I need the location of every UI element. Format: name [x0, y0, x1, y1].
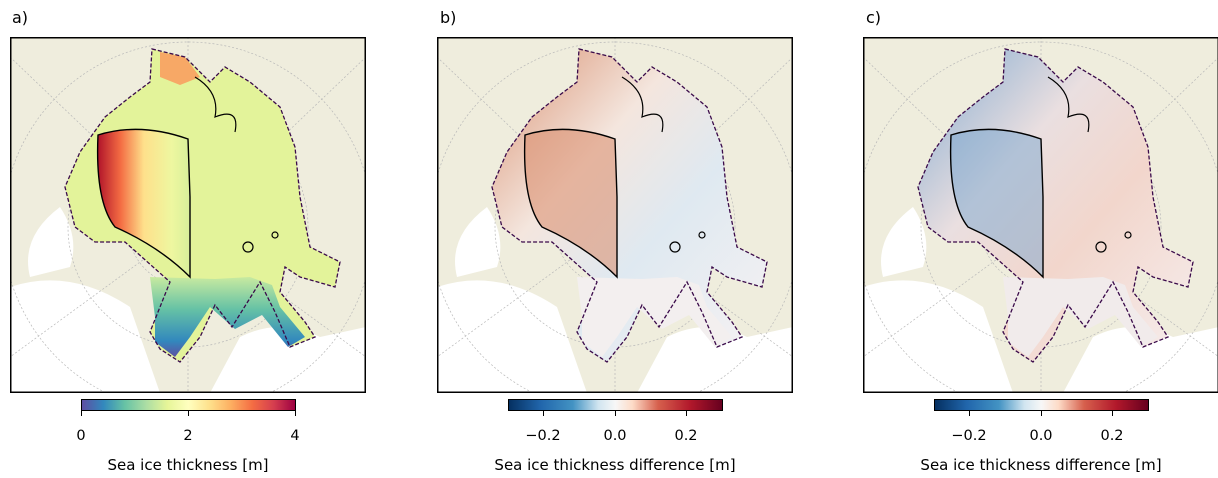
colorbar-b-tick-label: 0.0 — [603, 428, 627, 444]
map-panel-a — [10, 37, 366, 393]
ice-contours — [64, 48, 341, 363]
colorbar-a-tick — [81, 411, 82, 416]
colorbar-a-tick-label: 0 — [76, 428, 86, 444]
colorbar-a-tick — [295, 411, 296, 416]
difference-field — [492, 49, 767, 362]
map-panel-b — [437, 37, 793, 393]
panel-c-label: c) — [866, 8, 882, 27]
colorbar-c-tick-label: −0.2 — [951, 428, 987, 444]
colorbar-difference-b — [508, 399, 723, 411]
ocean-areas — [437, 207, 793, 393]
map-frame — [437, 37, 793, 393]
panel-a-label: a) — [12, 8, 29, 27]
sea-ice-field — [65, 49, 340, 362]
colorbar-difference-c — [934, 399, 1149, 411]
map-panel-c — [863, 37, 1218, 393]
colorbar-a-tick — [188, 411, 189, 416]
colorbar-thickness — [81, 399, 296, 411]
colorbar-c-tick — [1112, 411, 1113, 416]
ocean-areas — [10, 207, 366, 393]
colorbar-a-caption: Sea ice thickness [m] — [107, 456, 269, 474]
colorbar-a-tick-label: 4 — [290, 428, 300, 444]
map-frame — [10, 37, 366, 393]
ice-contours — [491, 48, 768, 363]
colorbar-c-tick-label: 0.2 — [1100, 428, 1124, 444]
map-frame — [863, 37, 1218, 393]
colorbar-c-tick — [969, 411, 970, 416]
colorbar-c-tick — [1041, 411, 1042, 416]
colorbar-b-tick — [686, 411, 687, 416]
ocean-areas — [863, 207, 1218, 393]
colorbar-b-tick-label: −0.2 — [525, 428, 561, 444]
colorbar-c-tick-label: 0.0 — [1029, 428, 1053, 444]
difference-field — [918, 49, 1193, 362]
colorbar-b-tick — [543, 411, 544, 416]
colorbar-b-tick — [615, 411, 616, 416]
colorbar-b-caption: Sea ice thickness difference [m] — [494, 456, 736, 474]
colorbar-a-tick-label: 2 — [183, 428, 193, 444]
ice-contours — [917, 48, 1194, 363]
panel-b-label: b) — [440, 8, 457, 27]
colorbar-b-tick-label: 0.2 — [674, 428, 698, 444]
colorbar-c-caption: Sea ice thickness difference [m] — [920, 456, 1162, 474]
